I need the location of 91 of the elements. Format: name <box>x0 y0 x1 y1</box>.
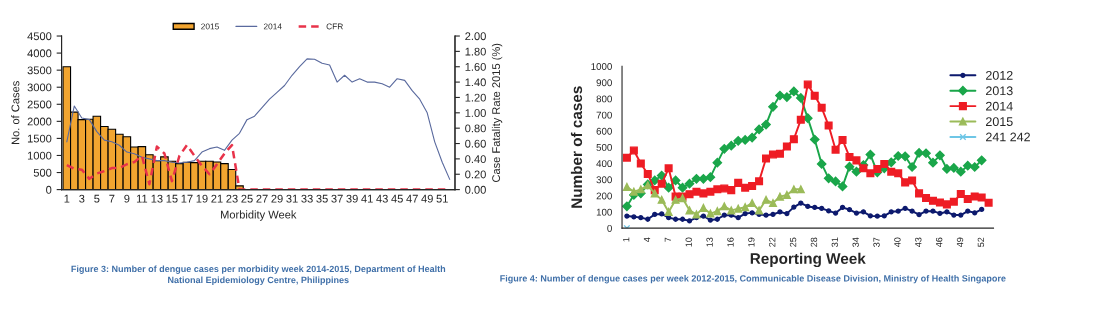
y2-tick-label: 1.00 <box>465 109 486 117</box>
y-tick-label: 2000 <box>27 117 52 126</box>
y-tick-label: 0 <box>46 185 52 194</box>
y2-tick-label: 0.40 <box>465 155 486 164</box>
y-tick-label: 400 <box>596 160 612 168</box>
y-tick-label: 500 <box>33 168 52 177</box>
caption: Figure 3: Number of dengue cases per morbidity week 2014-2015, Department of Health National Epidemiology Centre, Philippines <box>71 265 446 285</box>
y-axis-title: No. of Cases <box>11 81 20 145</box>
y-tick-label: 600 <box>596 127 612 135</box>
legend-label: 2012 <box>986 70 1013 80</box>
y-tick-label: 100 <box>596 208 612 216</box>
y-tick-label: 3500 <box>27 66 52 75</box>
x-tick-label: 21 <box>211 194 223 203</box>
legend-label: 2014 <box>263 23 282 30</box>
x-tick-label: 13 <box>706 237 713 247</box>
x-tick-label: 27 <box>256 194 268 203</box>
legend-label: 2014 <box>986 101 1013 111</box>
x-tick-label: 1 <box>623 237 630 242</box>
x-tick-label: 37 <box>331 194 343 203</box>
x-tick-label: 25 <box>241 194 253 203</box>
x-tick-label: 46 <box>935 237 943 248</box>
x-tick-label: 13 <box>151 194 163 203</box>
x-tick-label: 1 <box>64 194 70 203</box>
legend-label: 2015 <box>986 117 1013 127</box>
x-tick-label: 17 <box>181 194 193 203</box>
y-tick-label: 200 <box>596 192 612 200</box>
y-tick-label: 4500 <box>27 32 52 41</box>
y2-tick-label: 0.80 <box>465 124 486 133</box>
legend-label: CFR <box>326 23 343 30</box>
x-tick-label: 47 <box>406 194 418 203</box>
y2-tick-label: 1.40 <box>465 78 486 87</box>
y-tick-label: 1500 <box>27 134 52 143</box>
x-tick-label: 28 <box>810 237 818 247</box>
y2-tick-label: 1.20 <box>465 93 486 102</box>
x-tick-label: 29 <box>271 194 283 203</box>
x-tick-label: 31 <box>831 237 839 247</box>
x-tick-label: 39 <box>346 194 358 203</box>
y-tick-label: 1000 <box>27 151 52 160</box>
x-tick-label: 31 <box>286 194 298 203</box>
y-tick-label: 1000 <box>591 63 612 70</box>
x-tick-label: 16 <box>727 237 734 247</box>
x-tick-label: 45 <box>391 194 403 203</box>
y-tick-label: 4000 <box>27 49 52 58</box>
y-tick-label: 700 <box>596 111 612 119</box>
legend-label: 2015 <box>201 23 219 30</box>
x-tick-label: 15 <box>166 194 178 203</box>
y-tick-label: 300 <box>596 176 612 184</box>
y-tick-label: 3000 <box>27 83 52 92</box>
y2-tick-label: 1.80 <box>465 47 486 56</box>
y-tick-label: 900 <box>596 79 612 87</box>
legend-label: 2013 <box>986 86 1013 96</box>
x-tick-label: 33 <box>301 194 313 203</box>
x-tick-label: 22 <box>769 237 776 247</box>
y-tick-label: 0 <box>607 224 612 232</box>
y2-tick-label: 0.00 <box>465 185 486 194</box>
x-tick-label: 19 <box>748 237 755 247</box>
x-tick-label: 43 <box>376 194 388 203</box>
y-tick-label: 2500 <box>27 100 52 109</box>
x-tick-label: 10 <box>685 237 692 247</box>
y-tick-label: 500 <box>596 143 612 151</box>
x-tick-label: 41 <box>361 194 373 203</box>
x-tick-label: 11 <box>136 194 148 203</box>
x-axis-title: Reporting Week <box>750 252 866 268</box>
y-axis-title: Number of cases <box>570 86 583 208</box>
x-tick-label: 37 <box>873 237 880 247</box>
y2-tick-label: 0.60 <box>465 139 486 148</box>
x-tick-label: 9 <box>124 194 130 203</box>
y2-axis-title: Case Fatality Rate 2015 (%) <box>491 43 503 183</box>
x-tick-label: 49 <box>956 237 964 248</box>
x-tick-label: 35 <box>316 194 328 203</box>
y2-tick-label: 1.60 <box>465 63 486 71</box>
x-tick-label: 5 <box>94 194 100 203</box>
x-tick-label: 25 <box>789 237 797 247</box>
x-tick-label: 49 <box>421 194 433 203</box>
x-tick-label: 3 <box>79 194 85 203</box>
x-axis-title: Morbidity Week <box>220 210 297 221</box>
x-tick-label: 40 <box>894 237 901 248</box>
x-tick-label: 52 <box>977 237 985 247</box>
legend-label: 241 242 <box>986 132 1030 142</box>
caption: Figure 4: Number of dengue cases per week 2012-2015, Communicable Disease Division, Ministry of Health Singapore <box>500 274 1006 284</box>
x-tick-label: 34 <box>852 237 859 247</box>
x-tick-label: 51 <box>436 194 448 203</box>
x-tick-label: 7 <box>664 237 671 242</box>
x-tick-label: 23 <box>226 194 238 203</box>
y2-tick-label: 2.00 <box>465 32 486 41</box>
x-tick-label: 7 <box>109 194 115 203</box>
x-tick-label: 19 <box>196 194 208 203</box>
x-tick-label: 43 <box>915 237 922 248</box>
x-tick-label: 4 <box>643 237 651 242</box>
y-tick-label: 800 <box>596 95 612 103</box>
y2-tick-label: 0.20 <box>465 170 486 179</box>
